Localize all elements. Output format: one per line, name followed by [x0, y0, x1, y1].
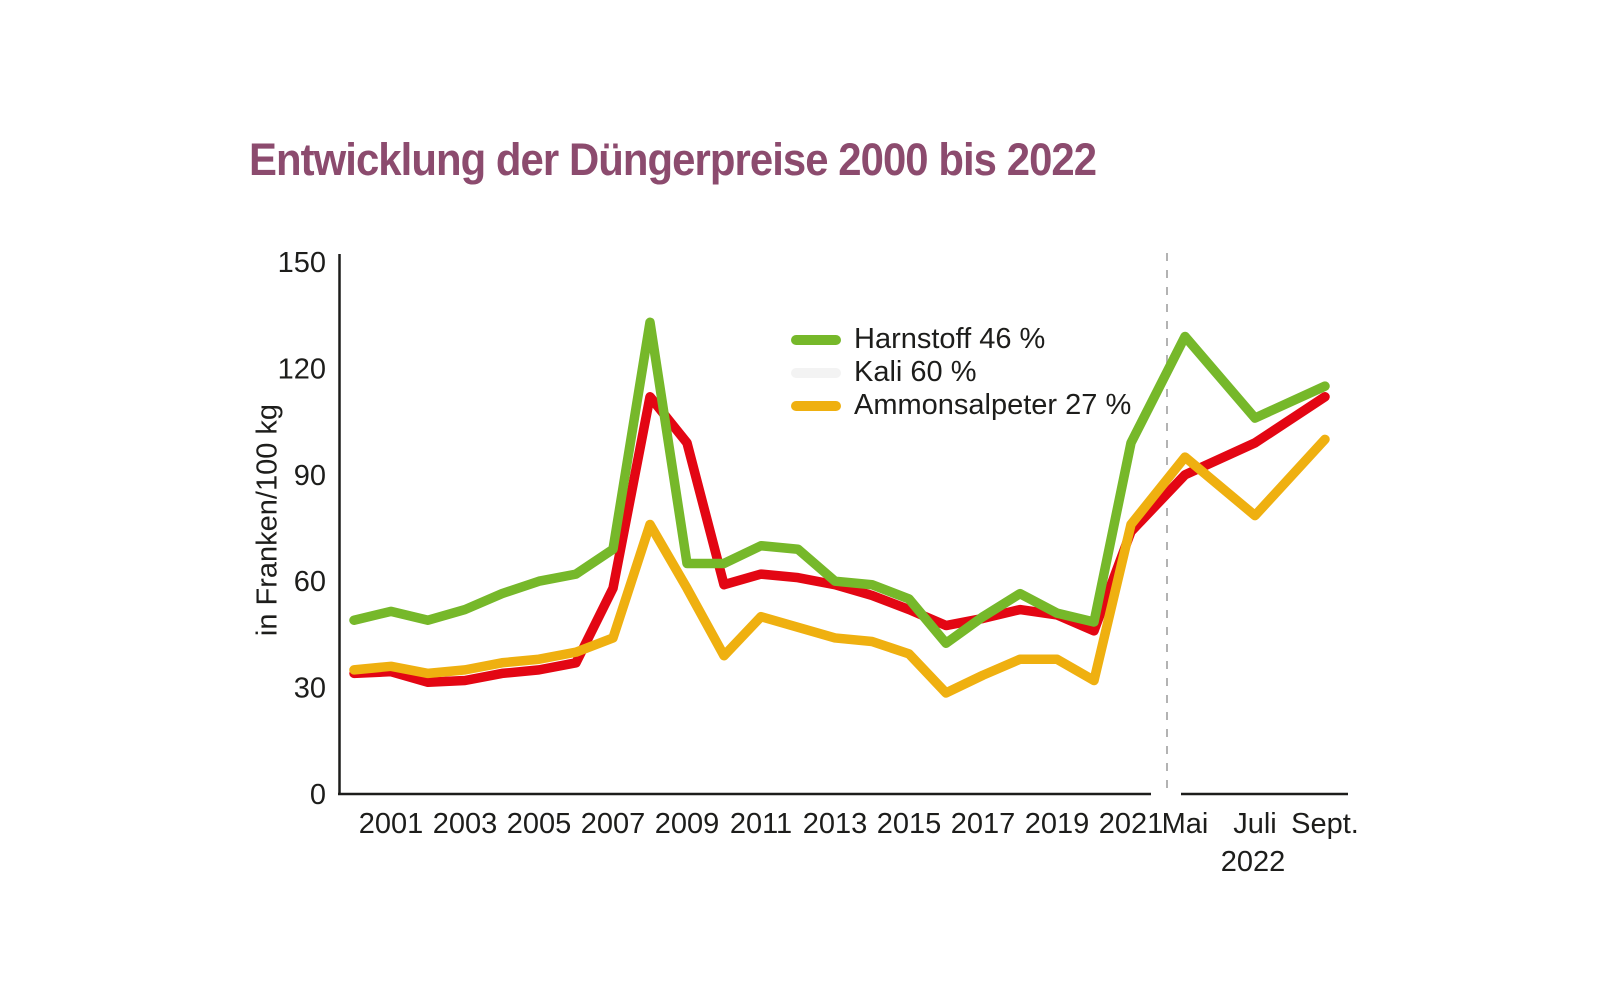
y-tick-120: 120	[278, 353, 326, 385]
legend-label-kali: Kali 60 %	[854, 356, 977, 388]
series-line-ammonsalpeter	[349, 434, 1330, 698]
x-tick-2017: 2017	[951, 808, 1016, 840]
axis-tick-labels: 0 30 60 90 120 150 2001 2003 2005 2007 2009 2011 201…	[278, 247, 1359, 878]
y-tick-0: 0	[310, 779, 326, 811]
y-tick-60: 60	[294, 566, 326, 598]
x-tick-2013: 2013	[803, 808, 868, 840]
y-tick-150: 150	[278, 247, 326, 279]
legend-item-kali: Kali 60 %	[791, 356, 1131, 389]
legend-label-harnstoff: Harnstoff 46 %	[854, 323, 1046, 355]
legend-item-ammonsalpeter: Ammonsalpeter 27 %	[791, 389, 1131, 422]
x-tick-2022-mai: Mai	[1162, 808, 1209, 840]
x-tick-2019: 2019	[1025, 808, 1090, 840]
legend-label-ammonsalpeter: Ammonsalpeter 27 %	[854, 389, 1132, 421]
x-tick-2021: 2021	[1099, 808, 1164, 840]
x-tick-2022-year: 2022	[1221, 846, 1286, 878]
x-tick-2009: 2009	[655, 808, 720, 840]
series-lines	[349, 317, 1330, 698]
kali-line-swatch	[791, 367, 841, 378]
series-line-kali	[349, 392, 1330, 688]
harnstoff-line-swatch	[791, 334, 841, 345]
page-title: Entwicklung der Düngerpreise 2000 bis 20…	[249, 134, 1097, 185]
series-line-harnstoff	[349, 317, 1330, 649]
x-tick-2022-sept: Sept.	[1291, 808, 1359, 840]
legend: Harnstoff 46 % Kali 60 % Ammonsalpeter 2…	[791, 323, 1131, 422]
x-tick-2011: 2011	[730, 808, 792, 840]
x-tick-2007: 2007	[581, 808, 646, 840]
x-tick-2022-juli: Juli	[1233, 808, 1277, 840]
x-tick-2001: 2001	[359, 808, 424, 840]
x-tick-2015: 2015	[877, 808, 942, 840]
y-tick-90: 90	[294, 460, 326, 492]
legend-item-harnstoff: Harnstoff 46 %	[791, 323, 1131, 356]
ammonsalpeter-line-swatch	[791, 400, 841, 411]
y-tick-30: 30	[294, 673, 326, 705]
x-tick-2005: 2005	[507, 808, 572, 840]
x-tick-2003: 2003	[433, 808, 498, 840]
